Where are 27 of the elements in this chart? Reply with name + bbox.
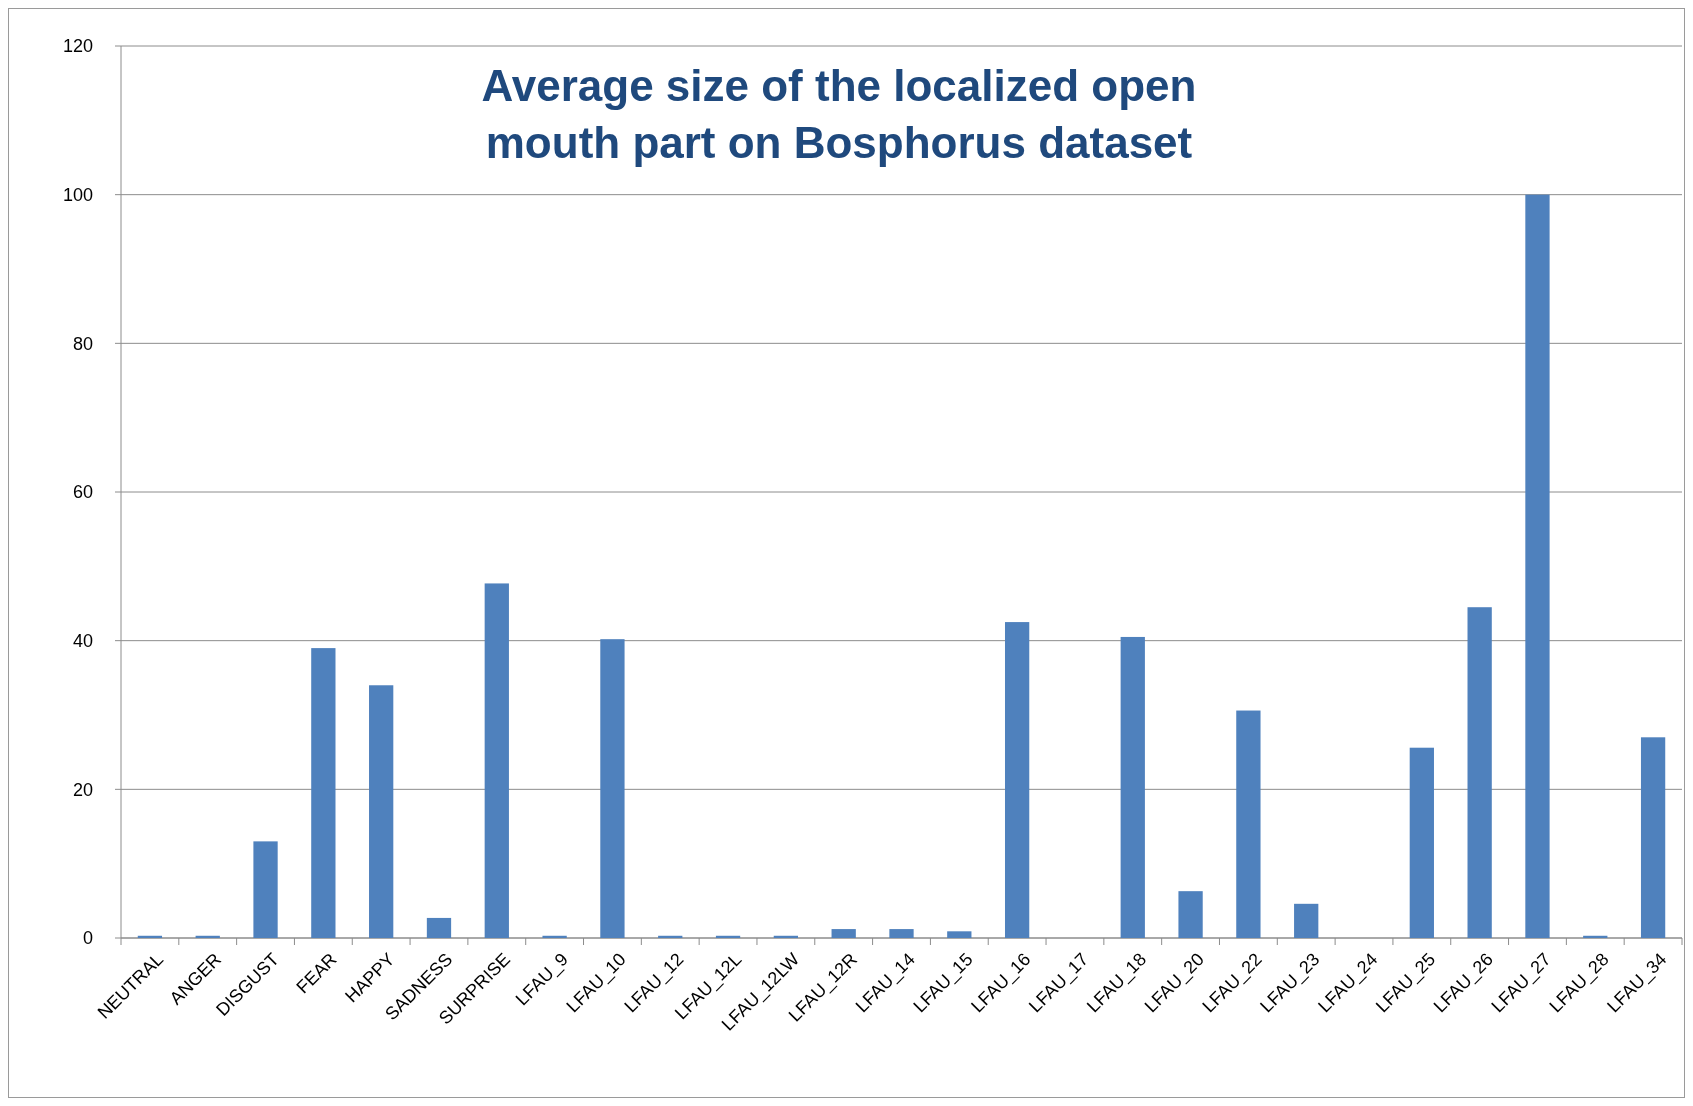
bar (369, 685, 394, 938)
bar (1004, 622, 1030, 938)
y-tick-label: 80 (72, 333, 93, 354)
bar (253, 841, 278, 938)
bar (1178, 891, 1203, 938)
bar (1640, 737, 1666, 938)
bar (484, 583, 509, 938)
bar (542, 935, 567, 938)
y-tick-label: 120 (62, 36, 93, 57)
y-tick-label: 100 (62, 184, 93, 205)
bar (1236, 710, 1261, 938)
bar (1294, 903, 1319, 938)
y-tick-label: 20 (72, 779, 93, 800)
bar (426, 917, 452, 938)
bar (947, 931, 972, 938)
y-tick-label: 40 (72, 630, 93, 651)
bar (311, 648, 336, 938)
text: Average size of the localized open mouth part on Bosphorus dataset (481, 61, 1197, 168)
y-tick-label: 60 (72, 482, 93, 503)
bar (1409, 747, 1434, 938)
bar (600, 639, 625, 938)
bar (1467, 607, 1492, 938)
bar (1120, 636, 1145, 938)
bar (831, 929, 856, 938)
y-tick-label: 0 (82, 928, 93, 949)
bar (889, 929, 914, 938)
bar (1525, 194, 1550, 938)
